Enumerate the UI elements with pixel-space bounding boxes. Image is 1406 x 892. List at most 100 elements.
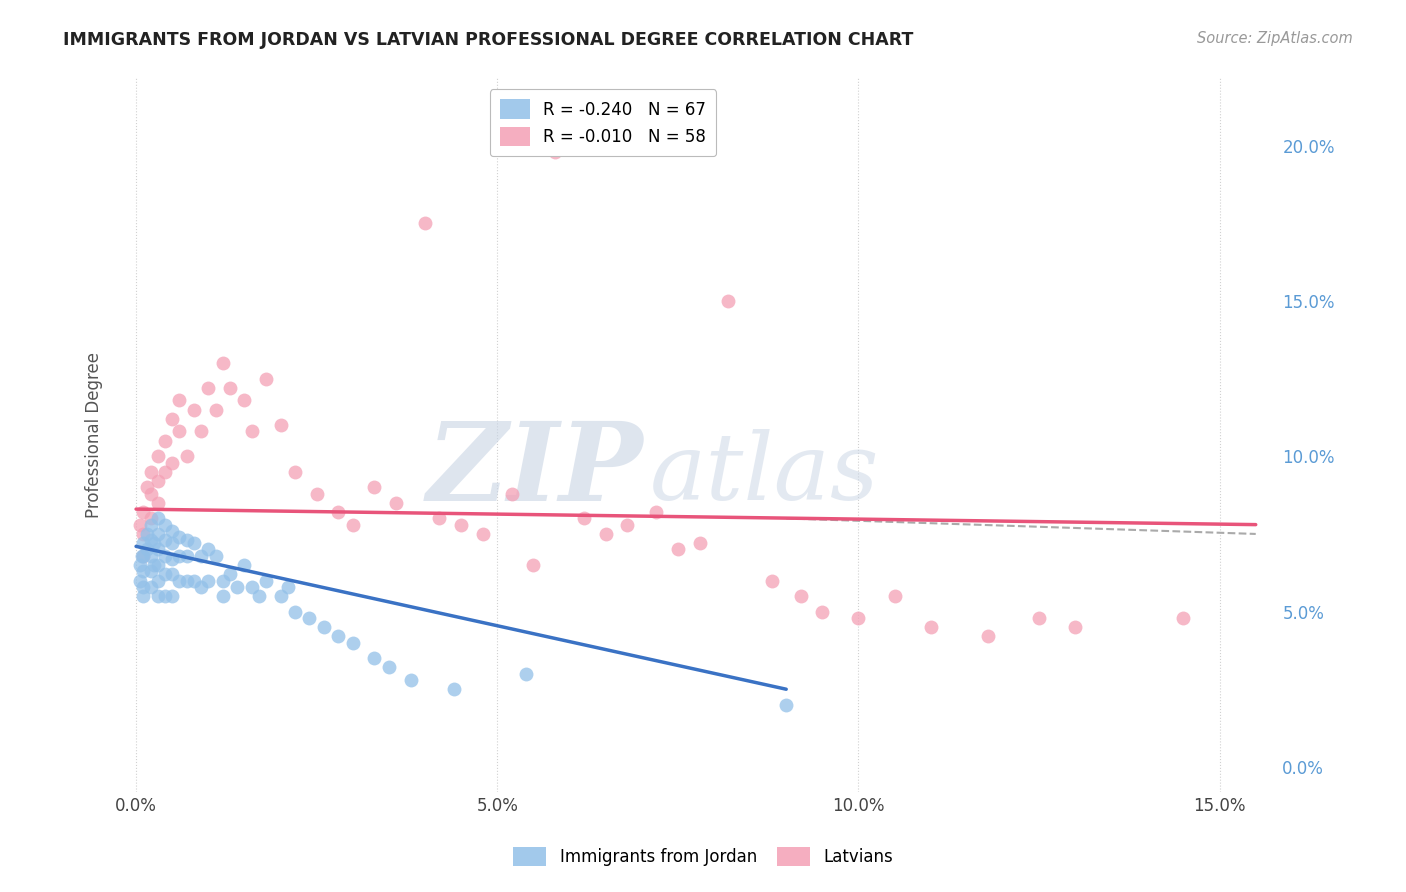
Point xyxy=(219,381,242,395)
Point xyxy=(254,372,277,386)
Point xyxy=(204,402,226,417)
Point xyxy=(211,356,233,370)
Point xyxy=(240,580,263,594)
Point xyxy=(1173,611,1195,625)
Point xyxy=(183,574,205,588)
Point xyxy=(190,580,212,594)
Point xyxy=(385,496,408,510)
Point xyxy=(761,574,783,588)
Legend: Immigrants from Jordan, Latvians: Immigrants from Jordan, Latvians xyxy=(506,840,900,873)
Point xyxy=(977,629,1000,643)
Point xyxy=(135,527,157,541)
Point xyxy=(146,496,169,510)
Point xyxy=(139,517,162,532)
Point xyxy=(789,589,811,603)
Point xyxy=(226,580,249,594)
Point xyxy=(920,620,942,634)
Point xyxy=(132,536,155,550)
Point xyxy=(160,524,183,538)
Point xyxy=(146,542,169,557)
Point xyxy=(211,589,233,603)
Point xyxy=(176,533,198,548)
Point xyxy=(883,589,905,603)
Point xyxy=(811,605,834,619)
Point xyxy=(153,533,176,548)
Point xyxy=(139,580,162,594)
Point xyxy=(153,589,176,603)
Point xyxy=(146,574,169,588)
Point xyxy=(233,558,256,572)
Point xyxy=(160,456,183,470)
Point xyxy=(645,505,668,519)
Text: IMMIGRANTS FROM JORDAN VS LATVIAN PROFESSIONAL DEGREE CORRELATION CHART: IMMIGRANTS FROM JORDAN VS LATVIAN PROFES… xyxy=(63,31,914,49)
Point xyxy=(247,589,270,603)
Point xyxy=(160,536,183,550)
Point xyxy=(342,635,364,649)
Text: atlas: atlas xyxy=(650,429,879,519)
Point xyxy=(616,517,638,532)
Point xyxy=(270,418,292,433)
Point xyxy=(240,425,263,439)
Point xyxy=(183,536,205,550)
Point xyxy=(139,486,162,500)
Point xyxy=(190,425,212,439)
Point xyxy=(211,574,233,588)
Point xyxy=(139,465,162,479)
Point xyxy=(143,536,166,550)
Point xyxy=(254,574,277,588)
Point xyxy=(443,682,465,697)
Point xyxy=(153,434,176,448)
Point xyxy=(312,620,335,634)
Point xyxy=(139,533,162,548)
Point xyxy=(146,511,169,525)
Point xyxy=(131,549,153,563)
Point xyxy=(132,564,155,578)
Point xyxy=(689,536,711,550)
Point xyxy=(132,549,155,563)
Point xyxy=(515,666,537,681)
Point xyxy=(153,465,176,479)
Point xyxy=(572,511,595,525)
Point xyxy=(413,216,436,230)
Point xyxy=(501,486,523,500)
Point xyxy=(378,660,401,674)
Point xyxy=(132,549,155,563)
Point xyxy=(197,542,219,557)
Point xyxy=(153,549,176,563)
Point xyxy=(522,558,544,572)
Point xyxy=(128,574,150,588)
Legend: R = -0.240   N = 67, R = -0.010   N = 58: R = -0.240 N = 67, R = -0.010 N = 58 xyxy=(489,89,716,156)
Point xyxy=(146,558,169,572)
Point xyxy=(132,589,155,603)
Text: Source: ZipAtlas.com: Source: ZipAtlas.com xyxy=(1197,31,1353,46)
Point xyxy=(775,698,797,712)
Point xyxy=(132,527,155,541)
Point xyxy=(284,605,307,619)
Point xyxy=(169,530,191,544)
Point xyxy=(363,480,385,494)
Point xyxy=(146,527,169,541)
Point xyxy=(197,381,219,395)
Point xyxy=(169,549,191,563)
Point xyxy=(176,549,198,563)
Point xyxy=(160,412,183,426)
Point xyxy=(160,589,183,603)
Point xyxy=(128,558,150,572)
Point xyxy=(183,402,205,417)
Point xyxy=(450,517,472,532)
Point xyxy=(169,425,191,439)
Point xyxy=(342,517,364,532)
Point xyxy=(219,567,242,582)
Point xyxy=(128,517,150,532)
Point xyxy=(146,450,169,464)
Y-axis label: Professional Degree: Professional Degree xyxy=(86,351,103,517)
Point xyxy=(160,551,183,566)
Point xyxy=(139,549,162,563)
Point xyxy=(197,574,219,588)
Point xyxy=(153,517,176,532)
Point xyxy=(160,567,183,582)
Point xyxy=(169,574,191,588)
Point xyxy=(135,480,157,494)
Point xyxy=(595,527,617,541)
Point xyxy=(277,580,299,594)
